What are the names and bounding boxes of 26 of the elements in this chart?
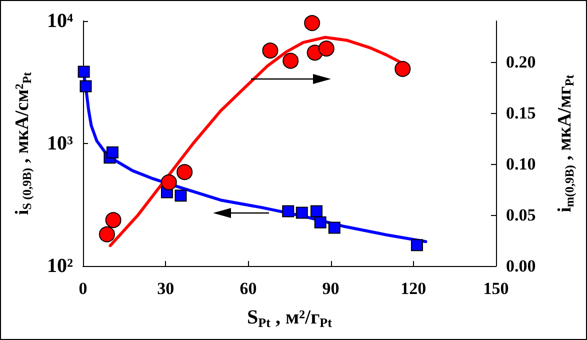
point [80,80,92,92]
y2-tick-label: 0.05 [506,205,536,224]
y2-tick-label: 0.10 [506,154,536,174]
point [410,239,423,252]
y-axis-title: iS (0,9В) , мкА/см²Pt [12,71,34,215]
point [282,205,294,218]
x-tick-label: 0 [78,279,88,298]
y2-tick-label: 0.00 [506,256,536,276]
point [296,206,308,219]
y-tick-label: 10² [47,255,73,277]
point [328,222,340,234]
point [78,66,90,78]
x-tick-label: 150 [483,279,509,298]
point [310,205,322,218]
y2-tick-label: 0.15 [506,103,536,122]
point [174,190,187,202]
x-tick-label: 60 [240,279,257,298]
y-tick-label: 10³ [47,132,73,154]
y-tick-label: 10⁴ [47,10,73,32]
y2-tick-label: 0.20 [506,52,536,72]
y2-axis-title: im(0,9В) , мкА/мгPt [554,74,576,212]
x-tick-label: 120 [400,279,426,298]
point [106,146,118,158]
x-tick-label: 30 [157,279,174,298]
point [314,216,326,228]
x-tick-label: 90 [322,279,340,298]
